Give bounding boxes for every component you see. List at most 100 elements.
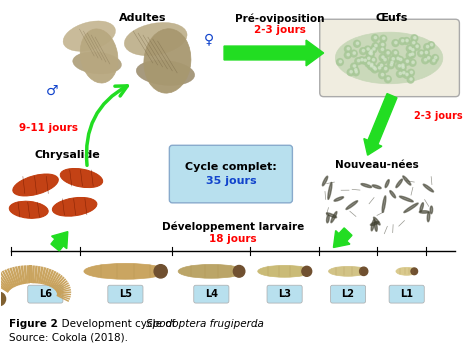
Circle shape [403, 58, 410, 65]
Circle shape [382, 66, 389, 72]
Circle shape [367, 48, 374, 55]
Circle shape [356, 42, 359, 44]
Text: 2-3 jours: 2-3 jours [413, 111, 462, 120]
FancyBboxPatch shape [320, 19, 459, 97]
Circle shape [399, 38, 406, 45]
Circle shape [353, 52, 356, 54]
Circle shape [407, 76, 414, 83]
Text: 9-11 jours: 9-11 jours [19, 123, 78, 134]
Text: L5: L5 [119, 289, 132, 299]
Ellipse shape [13, 174, 58, 196]
Circle shape [367, 63, 374, 70]
Circle shape [351, 63, 357, 70]
Circle shape [0, 292, 6, 306]
Circle shape [387, 52, 389, 54]
Circle shape [425, 51, 428, 54]
Circle shape [411, 53, 414, 55]
Circle shape [374, 68, 376, 70]
Circle shape [396, 63, 402, 70]
FancyArrow shape [51, 232, 68, 251]
Ellipse shape [322, 176, 328, 186]
Text: 2-3 jours: 2-3 jours [254, 25, 306, 35]
Circle shape [384, 58, 386, 61]
Text: Nouveau-nées: Nouveau-nées [336, 160, 419, 170]
Circle shape [375, 44, 377, 47]
Ellipse shape [136, 60, 195, 86]
Circle shape [410, 40, 417, 47]
Circle shape [406, 39, 408, 42]
Circle shape [414, 36, 416, 39]
Circle shape [365, 60, 372, 67]
Circle shape [395, 41, 397, 44]
FancyBboxPatch shape [267, 285, 302, 303]
Circle shape [383, 37, 385, 39]
Circle shape [410, 78, 412, 80]
Ellipse shape [84, 264, 167, 279]
Circle shape [409, 59, 416, 66]
Ellipse shape [400, 196, 413, 202]
Circle shape [433, 59, 435, 62]
Circle shape [370, 57, 376, 64]
Circle shape [367, 48, 369, 50]
Ellipse shape [423, 184, 434, 192]
Text: Source: Cokola (2018).: Source: Cokola (2018). [9, 333, 128, 343]
Circle shape [381, 56, 388, 63]
Ellipse shape [63, 21, 116, 51]
Ellipse shape [9, 201, 48, 218]
Circle shape [233, 265, 245, 277]
Text: ♀: ♀ [203, 32, 213, 46]
Circle shape [360, 48, 366, 55]
Circle shape [373, 66, 375, 69]
Circle shape [428, 42, 435, 49]
Ellipse shape [52, 197, 97, 216]
Circle shape [367, 51, 374, 58]
Circle shape [403, 71, 405, 74]
Circle shape [394, 55, 401, 62]
Text: .: . [255, 319, 259, 329]
Circle shape [374, 36, 377, 39]
Circle shape [382, 43, 384, 46]
Ellipse shape [419, 211, 429, 213]
Circle shape [345, 46, 351, 52]
FancyBboxPatch shape [169, 145, 292, 203]
Ellipse shape [73, 52, 121, 74]
Ellipse shape [258, 265, 311, 277]
Circle shape [360, 267, 368, 276]
Circle shape [381, 48, 383, 51]
Ellipse shape [396, 179, 402, 187]
FancyArrow shape [333, 228, 352, 248]
Circle shape [416, 45, 418, 47]
Circle shape [362, 50, 365, 52]
Circle shape [391, 61, 393, 64]
Ellipse shape [361, 183, 372, 187]
Circle shape [353, 69, 359, 76]
Ellipse shape [124, 23, 187, 56]
Circle shape [420, 52, 423, 54]
Text: Cycle complet:: Cycle complet: [185, 162, 277, 172]
FancyBboxPatch shape [108, 285, 143, 303]
Ellipse shape [390, 191, 396, 198]
Circle shape [427, 46, 429, 48]
Circle shape [365, 55, 372, 62]
Circle shape [373, 59, 374, 61]
Ellipse shape [328, 266, 368, 276]
Ellipse shape [327, 213, 337, 218]
Circle shape [378, 62, 384, 70]
Circle shape [372, 66, 378, 73]
Circle shape [355, 58, 362, 64]
Circle shape [353, 65, 356, 67]
Circle shape [370, 50, 373, 52]
Ellipse shape [331, 211, 337, 223]
Circle shape [413, 43, 420, 50]
Ellipse shape [385, 180, 389, 187]
Ellipse shape [346, 201, 357, 209]
Circle shape [399, 62, 406, 69]
FancyArrow shape [364, 94, 397, 155]
Circle shape [394, 51, 397, 54]
Ellipse shape [80, 29, 118, 83]
Circle shape [368, 57, 370, 60]
Text: L1: L1 [400, 289, 413, 299]
Text: L3: L3 [278, 289, 291, 299]
Ellipse shape [327, 215, 329, 223]
Circle shape [370, 64, 377, 71]
